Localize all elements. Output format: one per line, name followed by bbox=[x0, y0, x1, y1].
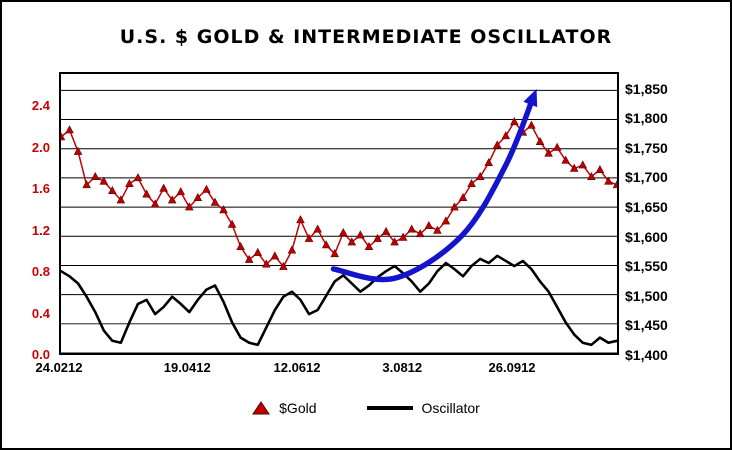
left-axis-tick: 1.2 bbox=[31, 222, 50, 238]
left-axis-tick: 2.0 bbox=[31, 139, 50, 155]
x-axis-tick: 3.0812 bbox=[382, 360, 423, 375]
left-axis-tick: 0.0 bbox=[31, 347, 50, 362]
left-axis-tick: 1.6 bbox=[31, 181, 50, 197]
right-axis-tick: $1,400 bbox=[625, 347, 668, 363]
legend-item-oscillator: Oscillator bbox=[366, 400, 480, 416]
legend-label-oscillator: Oscillator bbox=[421, 400, 480, 416]
oscillator-line-icon bbox=[366, 406, 413, 410]
right-axis-tick: $1,600 bbox=[625, 228, 668, 245]
chart-title: U.S. $ GOLD & INTERMEDIATE OSCILLATOR bbox=[119, 26, 613, 48]
right-axis-tick: $1,550 bbox=[625, 258, 668, 275]
right-axis-tick: $1,450 bbox=[625, 317, 668, 334]
right-axis-tick: $1,700 bbox=[625, 169, 668, 186]
x-axis-tick: 19.0412 bbox=[163, 360, 211, 375]
right-axis-tick: $1,500 bbox=[625, 287, 668, 304]
gold-triangle-icon bbox=[252, 401, 271, 415]
right-axis-tick: $1,800 bbox=[625, 110, 668, 127]
legend-item-gold: $Gold bbox=[252, 400, 317, 416]
left-axis-tick: 0.4 bbox=[31, 305, 50, 321]
x-axis-tick: 12.0612 bbox=[273, 360, 321, 375]
x-axis-tick: 24.0212 bbox=[35, 360, 83, 375]
left-axis-tick: 2.4 bbox=[31, 98, 50, 114]
right-axis-tick: $1,650 bbox=[625, 198, 668, 215]
right-axis-tick: $1,750 bbox=[625, 139, 668, 156]
chart-canvas bbox=[61, 88, 617, 353]
legend-label-gold: $Gold bbox=[279, 400, 317, 416]
left-axis-tick: 0.8 bbox=[31, 264, 50, 279]
x-axis-tick: 26.0912 bbox=[488, 360, 536, 375]
legend: $Gold Oscillator bbox=[2, 400, 730, 416]
plot-area bbox=[59, 72, 619, 355]
right-axis-tick: $1,850 bbox=[625, 80, 668, 97]
